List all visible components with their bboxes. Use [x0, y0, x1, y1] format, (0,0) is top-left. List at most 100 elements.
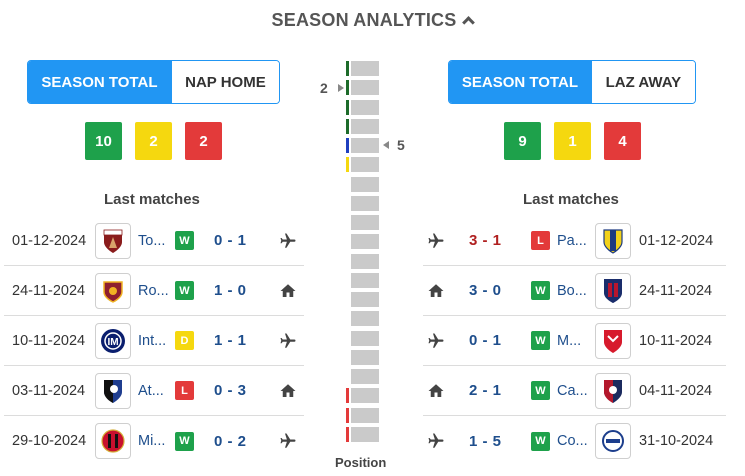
result-badge: W — [175, 231, 194, 250]
result-badge: L — [175, 381, 194, 400]
position-slot — [351, 157, 379, 172]
match-date: 31-10-2024 — [639, 433, 714, 449]
match-row[interactable]: 10-11-2024 IM Int... D 1 - 1 — [4, 316, 304, 366]
match-date: 10-11-2024 — [12, 332, 86, 349]
match-score: 0 - 1 — [214, 232, 247, 249]
right-position-arrow-icon — [383, 141, 389, 149]
position-slot — [351, 119, 379, 134]
position-zone-marker — [346, 427, 349, 442]
plane-icon — [427, 332, 445, 350]
position-slot — [351, 254, 379, 269]
match-row[interactable]: 2 - 1 W Ca... 04-11-2024 — [423, 366, 726, 416]
match-score: 0 - 1 — [469, 332, 502, 349]
right-tabs: SEASON TOTAL LAZ AWAY — [448, 60, 696, 104]
position-slot — [351, 100, 379, 115]
plane-icon — [427, 232, 445, 250]
match-date: 10-11-2024 — [639, 332, 713, 349]
position-zone-marker — [346, 138, 349, 153]
chevron-up-icon — [462, 16, 476, 29]
position-slot — [351, 388, 379, 403]
torino-logo — [95, 222, 131, 259]
left-position-number: 2 — [320, 80, 328, 96]
opponent-name[interactable]: Mi... — [138, 433, 166, 449]
right-matches-list: 3 - 1 L Pa... 01-12-2024 3 - 0 W Bo... 2… — [423, 216, 726, 466]
home-icon — [427, 382, 445, 400]
position-slot — [351, 196, 379, 211]
opponent-name[interactable]: Int... — [138, 332, 167, 349]
position-zone-marker — [346, 408, 349, 423]
position-slot — [351, 80, 379, 95]
position-zone-marker — [346, 388, 349, 403]
home-icon — [279, 282, 297, 300]
match-date: 24-11-2024 — [639, 282, 713, 299]
result-badge: W — [531, 281, 550, 300]
wins-count: 10 — [85, 122, 122, 160]
last-matches-title-left: Last matches — [104, 191, 200, 208]
opponent-name[interactable]: Bo... — [557, 282, 587, 299]
svg-text:IM: IM — [107, 337, 118, 348]
result-badge: W — [175, 281, 194, 300]
plane-icon — [427, 432, 445, 450]
draws-count: 2 — [135, 122, 172, 160]
match-score: 1 - 0 — [214, 282, 247, 299]
position-zone-marker — [346, 157, 349, 172]
match-row[interactable]: 29-10-2024 Mi... W 0 - 2 — [4, 416, 304, 466]
draws-count: 1 — [554, 122, 591, 160]
right-record-counts: 9 1 4 — [504, 122, 641, 160]
opponent-name[interactable]: Co... — [557, 433, 588, 449]
opponent-name[interactable]: To... — [138, 232, 166, 249]
plane-icon — [279, 432, 297, 450]
result-badge: L — [531, 231, 550, 250]
opponent-name[interactable]: Ro... — [138, 282, 169, 299]
opponent-name[interactable]: Ca... — [557, 382, 588, 399]
match-score: 3 - 1 — [469, 232, 502, 249]
match-date: 29-10-2024 — [12, 433, 87, 449]
left-record-counts: 10 2 2 — [85, 122, 222, 160]
result-badge: W — [531, 381, 550, 400]
opponent-name[interactable]: At... — [138, 382, 164, 399]
match-date: 04-11-2024 — [639, 382, 713, 399]
right-position-number: 5 — [397, 137, 405, 153]
last-matches-title-right: Last matches — [523, 191, 619, 208]
match-date: 03-11-2024 — [12, 382, 86, 399]
season-analytics-title: SEASON ANALYTICS — [271, 10, 457, 30]
position-slot — [351, 177, 379, 192]
match-row[interactable]: 01-12-2024 To... W 0 - 1 — [4, 216, 304, 266]
left-position-arrow-icon — [338, 84, 344, 92]
season-analytics-header[interactable]: SEASON ANALYTICS — [0, 10, 745, 31]
monza-logo — [595, 322, 631, 359]
position-slot — [351, 311, 379, 326]
match-date: 01-12-2024 — [639, 232, 714, 249]
tab-season-total-left[interactable]: SEASON TOTAL — [28, 61, 171, 103]
atalanta-logo — [95, 372, 131, 409]
match-score: 0 - 3 — [214, 382, 247, 399]
position-zone-marker — [346, 100, 349, 115]
tab-nap-home[interactable]: NAP HOME — [170, 61, 279, 103]
position-slot — [351, 427, 379, 442]
position-slot — [351, 408, 379, 423]
position-zone-marker — [346, 119, 349, 134]
losses-count: 2 — [185, 122, 222, 160]
opponent-name[interactable]: M... — [557, 332, 582, 349]
match-row[interactable]: 3 - 1 L Pa... 01-12-2024 — [423, 216, 726, 266]
match-date: 01-12-2024 — [12, 232, 87, 249]
parma-logo — [595, 222, 631, 259]
result-badge: D — [175, 331, 194, 350]
result-badge: W — [531, 431, 550, 451]
match-row[interactable]: 03-11-2024 At... L 0 - 3 — [4, 366, 304, 416]
opponent-name[interactable]: Pa... — [557, 232, 587, 249]
match-date: 24-11-2024 — [12, 282, 86, 299]
position-zone-marker — [346, 61, 349, 76]
result-badge: W — [175, 431, 194, 451]
tab-season-total-right[interactable]: SEASON TOTAL — [449, 61, 591, 103]
como-logo — [595, 423, 631, 459]
position-slot — [351, 61, 379, 76]
tab-laz-away[interactable]: LAZ AWAY — [590, 61, 695, 103]
match-row[interactable]: 24-11-2024 Ro... W 1 - 0 — [4, 266, 304, 316]
home-icon — [279, 382, 297, 400]
home-icon — [427, 282, 445, 300]
position-slot — [351, 369, 379, 384]
match-row[interactable]: 0 - 1 W M... 10-11-2024 — [423, 316, 726, 366]
match-row[interactable]: 3 - 0 W Bo... 24-11-2024 — [423, 266, 726, 316]
match-row[interactable]: 1 - 5 W Co... 31-10-2024 — [423, 416, 726, 466]
